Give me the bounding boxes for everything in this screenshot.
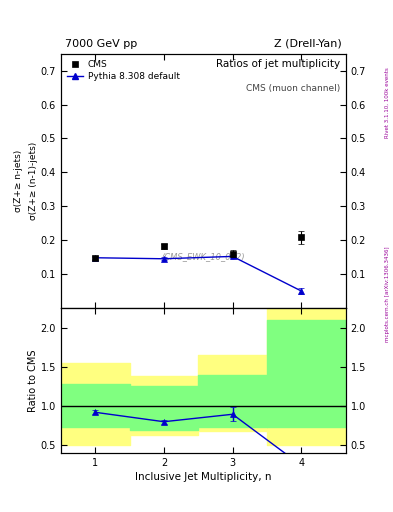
- X-axis label: Inclusive Jet Multiplicity, n: Inclusive Jet Multiplicity, n: [135, 472, 272, 482]
- Text: (CMS_EWK_10_012): (CMS_EWK_10_012): [162, 252, 245, 262]
- Text: 7000 GeV pp: 7000 GeV pp: [65, 38, 137, 49]
- Legend: CMS, Pythia 8.308 default: CMS, Pythia 8.308 default: [65, 58, 182, 82]
- Y-axis label: Ratio to CMS: Ratio to CMS: [28, 349, 38, 412]
- Text: Rivet 3.1.10, 100k events: Rivet 3.1.10, 100k events: [385, 67, 390, 138]
- Text: Z (Drell-Yan): Z (Drell-Yan): [274, 38, 342, 49]
- Text: mcplots.cern.ch [arXiv:1306.3436]: mcplots.cern.ch [arXiv:1306.3436]: [385, 247, 390, 342]
- Text: Ratios of jet multiplicity: Ratios of jet multiplicity: [216, 59, 340, 69]
- Text: CMS (muon channel): CMS (muon channel): [246, 84, 340, 93]
- Y-axis label: σ(Z+≥ n-jets)
σ(Z+≥ (n-1)-jets): σ(Z+≥ n-jets) σ(Z+≥ (n-1)-jets): [14, 142, 38, 220]
